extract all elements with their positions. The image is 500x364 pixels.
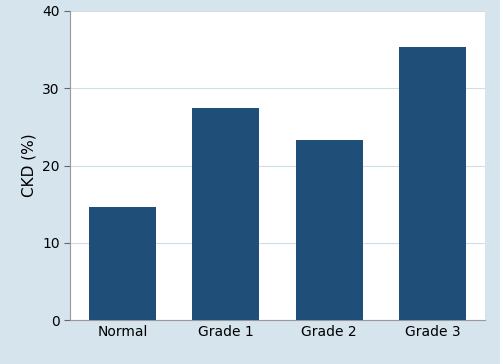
Bar	[296, 140, 363, 320]
Bar	[192, 108, 260, 320]
Bar	[399, 47, 466, 320]
Y-axis label: CKD (%): CKD (%)	[22, 134, 36, 197]
Bar	[89, 207, 156, 320]
